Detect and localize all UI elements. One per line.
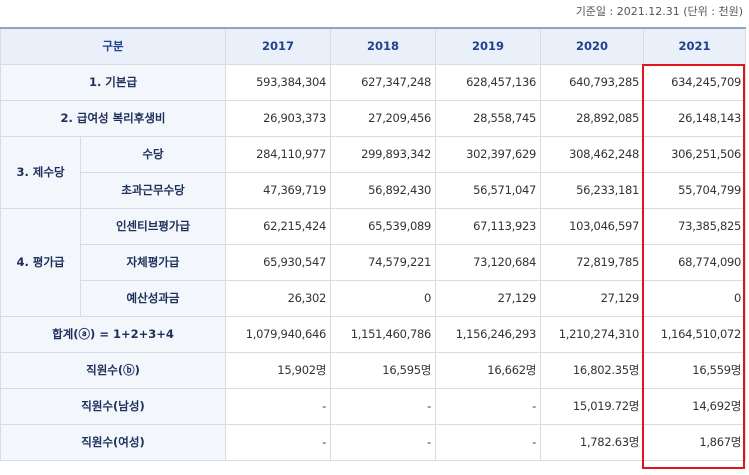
value-cell: 27,209,456: [330, 99, 437, 137]
value-cell: 68,774,090: [643, 243, 747, 281]
year-header: 2017: [225, 27, 332, 65]
value-cell: 1,164,510,072: [643, 315, 747, 353]
group-label: 3. 제수당: [0, 135, 81, 209]
row-label: 2. 급여성 복리후생비: [0, 99, 227, 137]
row-label: 수당: [79, 135, 227, 173]
value-cell: 0: [330, 279, 437, 317]
value-cell: 1,151,460,786: [330, 315, 437, 353]
value-cell: 308,462,248: [540, 135, 645, 173]
value-cell: 72,819,785: [540, 243, 645, 281]
value-cell: 103,046,597: [540, 207, 645, 245]
value-cell: 16,595명: [330, 351, 437, 389]
table-row: 1. 기본급 593,384,304 627,347,248 628,457,136 6…: [0, 63, 747, 101]
header-label: 구분: [0, 27, 227, 65]
row-label: 직원수(남성): [0, 387, 227, 425]
value-cell: 28,558,745: [435, 99, 542, 137]
value-cell: 15,902명: [225, 351, 332, 389]
value-cell: 62,215,424: [225, 207, 332, 245]
value-cell: 16,662명: [435, 351, 542, 389]
value-cell: 47,369,719: [225, 171, 332, 209]
value-cell: 634,245,709: [643, 63, 747, 101]
value-cell: 27,129: [540, 279, 645, 317]
row-label: 직원수(ⓑ): [0, 351, 227, 389]
table-row: 예산성과금 26,302 0 27,129 27,129 0: [1, 279, 747, 317]
year-header: 2021: [643, 27, 747, 65]
row-label: 직원수(여성): [0, 423, 227, 461]
header-row: 구분 2017 2018 2019 2020 2021: [0, 27, 747, 65]
value-cell: 26,903,373: [225, 99, 332, 137]
value-cell: 73,120,684: [435, 243, 542, 281]
value-cell: 27,129: [435, 279, 542, 317]
value-cell: 302,397,629: [435, 135, 542, 173]
value-cell: -: [330, 423, 437, 461]
value-cell: 28,892,085: [540, 99, 645, 137]
salary-table: 구분 2017 2018 2019 2020 2021 1. 기본급 593,384,304 6…: [0, 27, 747, 461]
table-row: 합계(ⓐ) = 1+2+3+4 1,079,940,646 1,151,460,78…: [0, 315, 747, 353]
value-cell: 628,457,136: [435, 63, 542, 101]
row-label: 합계(ⓐ) = 1+2+3+4: [0, 315, 227, 353]
value-cell: 56,892,430: [330, 171, 437, 209]
value-cell: 1,210,274,310: [540, 315, 645, 353]
value-cell: 640,793,285: [540, 63, 645, 101]
row-label: 1. 기본급: [0, 63, 227, 101]
row-label: 초과근무수당: [79, 171, 227, 209]
value-cell: -: [225, 387, 332, 425]
value-cell: 306,251,506: [643, 135, 747, 173]
value-cell: -: [435, 423, 542, 461]
table-body: 구분 2017 2018 2019 2020 2021 1. 기본급 593,384,304 6…: [0, 27, 747, 461]
value-cell: 56,233,181: [540, 171, 645, 209]
year-header: 2018: [330, 27, 437, 65]
table-row: 초과근무수당 47,369,719 56,892,430 56,571,047 56,2…: [1, 171, 747, 209]
value-cell: 16,559명: [643, 351, 747, 389]
table-row: 직원수(남성) - - -15,019.72명 14,692명: [0, 387, 747, 425]
value-cell: 65,930,547: [225, 243, 332, 281]
group-label: 4. 평가급: [0, 207, 81, 317]
note: 기준일 : 2021.12.31 (단위 : 천원): [575, 5, 743, 18]
value-cell: 16,802.35명: [540, 351, 645, 389]
table-row: 직원수(ⓑ) 15,902명 16,595명 16,662명 16,802.35명 16,…: [0, 351, 747, 389]
value-cell: 56,571,047: [435, 171, 542, 209]
value-cell: 26,148,143: [643, 99, 747, 137]
table-row: 3. 제수당 수당 284,110,977 299,893,342 302,397,62…: [0, 135, 747, 209]
value-cell: 1,079,940,646: [225, 315, 332, 353]
value-cell: 14,692명: [643, 387, 747, 425]
value-cell: -: [225, 423, 332, 461]
value-cell: 1,782.63명: [540, 423, 645, 461]
table-row: 4. 평가급 인센티브평가급 62,215,424 65,539,089 67,113,…: [0, 207, 747, 317]
value-cell: 299,893,342: [330, 135, 437, 173]
row-label: 예산성과금: [79, 279, 227, 317]
year-header: 2020: [540, 27, 645, 65]
row-label: 인센티브평가급: [79, 207, 227, 245]
value-cell: 67,113,923: [435, 207, 542, 245]
value-cell: 627,347,248: [330, 63, 437, 101]
table-row: 2. 급여성 복리후생비 26,903,373 27,209,456 28,558,7…: [0, 99, 747, 137]
value-cell: 284,110,977: [225, 135, 332, 173]
value-cell: 593,384,304: [225, 63, 332, 101]
value-cell: 55,704,799: [643, 171, 747, 209]
value-cell: 15,019.72명: [540, 387, 645, 425]
value-cell: -: [330, 387, 437, 425]
value-cell: -: [435, 387, 542, 425]
table-row: 직원수(여성) - - -1,782.63명 1,867명: [0, 423, 747, 461]
year-header: 2019: [435, 27, 542, 65]
value-cell: 1,867명: [643, 423, 747, 461]
value-cell: 74,579,221: [330, 243, 437, 281]
table-row: 자체평가급 65,930,547 74,579,221 73,120,684 72,81…: [1, 243, 747, 281]
value-cell: 26,302: [225, 279, 332, 317]
value-cell: 73,385,825: [643, 207, 747, 245]
value-cell: 65,539,089: [330, 207, 437, 245]
value-cell: 1,156,246,293: [435, 315, 542, 353]
value-cell: 0: [643, 279, 747, 317]
row-label: 자체평가급: [79, 243, 227, 281]
